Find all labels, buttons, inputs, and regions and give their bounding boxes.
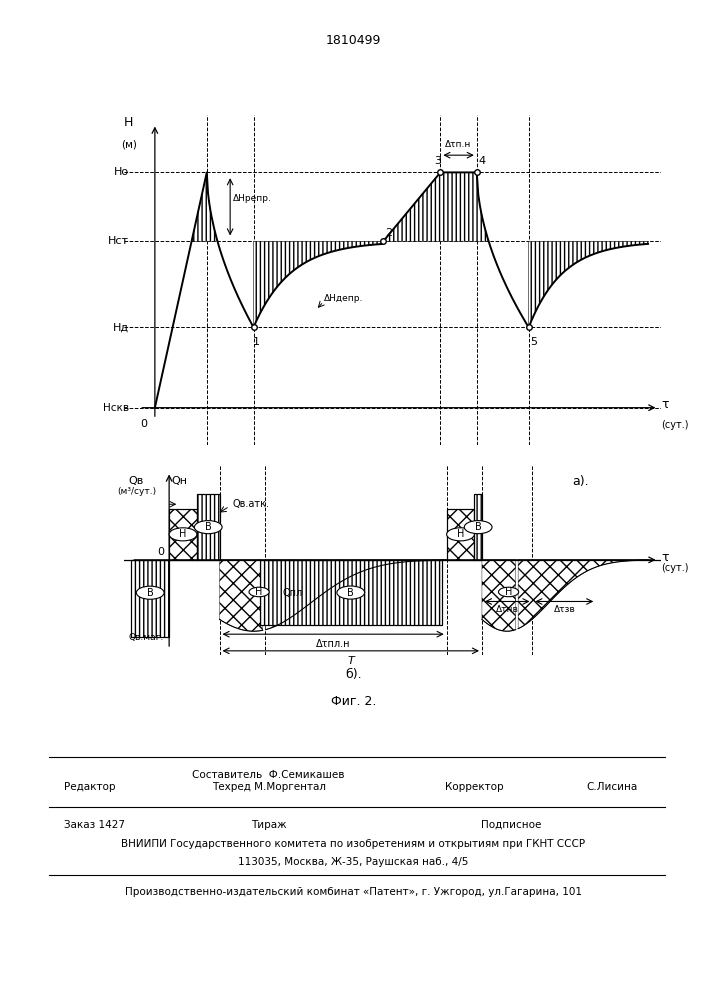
Text: а).: а).: [572, 475, 589, 488]
Circle shape: [337, 586, 365, 599]
Text: T: T: [347, 656, 354, 666]
Circle shape: [249, 587, 269, 597]
Text: ВНИИПИ Государственного комитета по изобретениям и открытиям при ГКНТ СССР: ВНИИПИ Государственного комитета по изоб…: [122, 839, 585, 849]
Text: Hд: Hд: [113, 322, 129, 332]
Text: Hо: Hо: [114, 167, 129, 177]
Text: 5: 5: [530, 337, 537, 347]
Text: Н: Н: [505, 587, 513, 597]
Text: 1: 1: [252, 337, 259, 347]
Text: 1810499: 1810499: [326, 33, 381, 46]
Text: (сут.): (сут.): [661, 420, 689, 430]
Text: Редактор: Редактор: [64, 782, 115, 792]
Text: Фиг. 2.: Фиг. 2.: [331, 695, 376, 708]
Text: В: В: [147, 588, 153, 598]
Text: ΔHрепр.: ΔHрепр.: [233, 194, 271, 203]
Text: В: В: [205, 522, 211, 532]
Text: (м): (м): [121, 139, 137, 149]
Text: Δτзв: Δτзв: [554, 605, 575, 614]
Circle shape: [447, 528, 474, 541]
Circle shape: [136, 586, 164, 599]
Text: Н: Н: [255, 587, 263, 597]
Circle shape: [194, 521, 222, 534]
Circle shape: [464, 521, 492, 534]
Circle shape: [498, 587, 519, 597]
Text: Корректор: Корректор: [445, 782, 504, 792]
Text: Составитель  Ф.Семикашев: Составитель Ф.Семикашев: [192, 770, 345, 780]
Text: Hст: Hст: [108, 236, 129, 246]
Text: ΔHдепр.: ΔHдепр.: [324, 294, 363, 303]
Text: Подписное: Подписное: [481, 820, 541, 830]
Text: Заказ 1427: Заказ 1427: [64, 820, 124, 830]
Circle shape: [169, 528, 197, 541]
Text: Qв: Qв: [129, 476, 144, 486]
Text: Δτп.н: Δτп.н: [445, 140, 472, 149]
Text: С.Лисина: С.Лисина: [587, 782, 638, 792]
Text: 113035, Москва, Ж-35, Раушская наб., 4/5: 113035, Москва, Ж-35, Раушская наб., 4/5: [238, 857, 469, 867]
Text: В: В: [347, 588, 354, 598]
Text: H: H: [124, 116, 134, 129]
Text: Н: Н: [180, 529, 187, 539]
Text: Δτпл.н: Δτпл.н: [316, 639, 351, 649]
Text: Тираж: Тираж: [251, 820, 286, 830]
Text: τ: τ: [661, 398, 669, 411]
Text: б).: б).: [345, 668, 362, 681]
Text: 4: 4: [479, 156, 486, 166]
Text: (сут.): (сут.): [661, 563, 689, 573]
Text: 3: 3: [434, 156, 441, 166]
Text: Qв.атк.: Qв.атк.: [232, 499, 269, 509]
Text: τ: τ: [661, 551, 669, 564]
Text: Н: Н: [457, 529, 464, 539]
Text: Производственно-издательский комбинат «Патент», г. Ужгород, ул.Гагарина, 101: Производственно-издательский комбинат «П…: [125, 887, 582, 897]
Text: 0: 0: [157, 547, 164, 557]
Text: Qн: Qн: [172, 476, 187, 486]
Text: 2: 2: [385, 228, 392, 238]
Text: Техред М.Моргентал: Техред М.Моргентал: [211, 782, 326, 792]
Text: (м³/сут.): (м³/сут.): [117, 487, 156, 496]
Text: Hскв: Hскв: [103, 403, 129, 413]
Text: В: В: [475, 522, 481, 532]
Text: Qв.маг.: Qв.маг.: [129, 633, 164, 642]
Text: 0: 0: [140, 419, 147, 429]
Text: Δτнв: Δτнв: [496, 605, 519, 614]
Text: Qпл: Qпл: [283, 588, 303, 598]
